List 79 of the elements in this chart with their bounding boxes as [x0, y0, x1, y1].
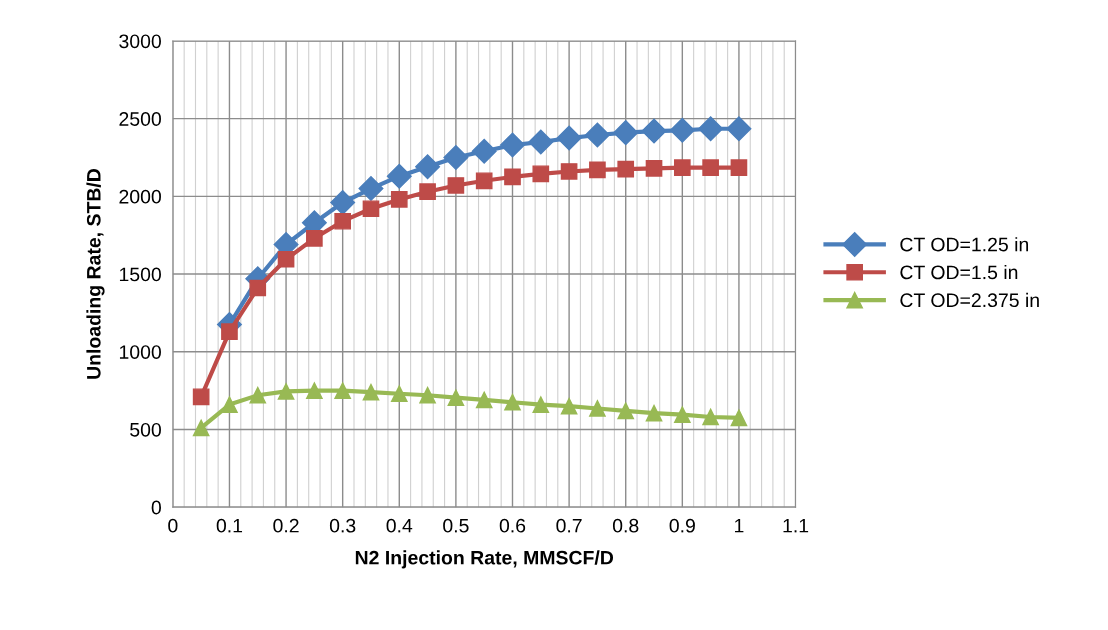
point	[447, 389, 465, 406]
point	[415, 154, 441, 180]
point	[589, 400, 606, 417]
point	[669, 117, 695, 143]
x-tick-label: 1	[735, 518, 744, 533]
point	[702, 159, 719, 176]
point	[306, 229, 323, 247]
point	[277, 250, 295, 268]
point	[528, 129, 554, 155]
point	[192, 419, 210, 437]
point	[419, 183, 436, 201]
point	[447, 177, 465, 194]
x-tick-label: 0.5	[443, 518, 469, 533]
point	[475, 172, 493, 190]
point	[390, 191, 408, 208]
point	[500, 132, 525, 158]
x-axis-title: N2 Injection Rate, MMSCF/D	[355, 550, 614, 569]
point	[726, 116, 752, 142]
y-tick-label: 500	[130, 422, 161, 437]
point	[617, 160, 635, 178]
point	[645, 404, 663, 422]
x-tick-label: 0.6	[499, 518, 526, 533]
point	[192, 388, 210, 406]
point	[589, 161, 606, 179]
legend-label: CT OD=2.375 in	[900, 292, 1039, 308]
x-tick-label: 0.9	[669, 518, 695, 533]
point	[443, 145, 469, 170]
point	[358, 176, 384, 202]
point	[386, 163, 412, 189]
point	[532, 396, 550, 413]
x-tick-label: 1.1	[783, 518, 809, 533]
point	[221, 396, 238, 413]
legend-label: CT OD=1.25 in	[900, 237, 1029, 252]
legend-label: CT OD=1.5 in	[900, 264, 1018, 280]
point	[702, 408, 719, 426]
point	[645, 160, 663, 177]
point	[504, 168, 521, 186]
y-tick-label: 2000	[119, 189, 161, 204]
y-axis-title: Unloading Rate, STB/D	[86, 168, 105, 379]
point	[504, 393, 521, 411]
point	[475, 391, 493, 409]
point	[613, 120, 639, 146]
y-tick-label: 2500	[119, 112, 161, 126]
point	[641, 118, 667, 144]
point	[334, 382, 352, 399]
point	[249, 386, 267, 404]
point	[673, 159, 691, 176]
y-tick-label: 0	[151, 500, 161, 515]
x-tick-label: 0.8	[612, 518, 639, 533]
x-tick-label: 0.2	[273, 518, 299, 533]
point	[390, 385, 408, 403]
y-tick-label: 1000	[119, 345, 161, 359]
point	[532, 165, 550, 183]
x-tick-label: 0	[168, 518, 178, 533]
point	[560, 397, 578, 415]
point	[617, 402, 635, 420]
point	[584, 122, 610, 148]
point	[698, 116, 724, 142]
point	[277, 383, 295, 400]
point	[560, 163, 578, 180]
point	[471, 138, 497, 164]
x-tick-label: 0.1	[216, 518, 243, 533]
point	[330, 190, 356, 216]
point	[362, 383, 380, 401]
point	[221, 323, 238, 340]
point	[306, 382, 323, 399]
point	[730, 159, 748, 176]
point	[419, 386, 436, 404]
point	[730, 409, 748, 427]
x-tick-label: 0.3	[329, 518, 356, 533]
point	[556, 125, 582, 151]
x-tick-label: 0.7	[556, 518, 582, 533]
y-tick-label: 1500	[119, 267, 161, 282]
x-tick-label: 0.4	[386, 518, 413, 533]
y-tick-label: 3000	[119, 34, 161, 49]
point	[249, 279, 267, 297]
point	[334, 212, 352, 230]
point	[673, 406, 691, 424]
point	[362, 200, 380, 218]
